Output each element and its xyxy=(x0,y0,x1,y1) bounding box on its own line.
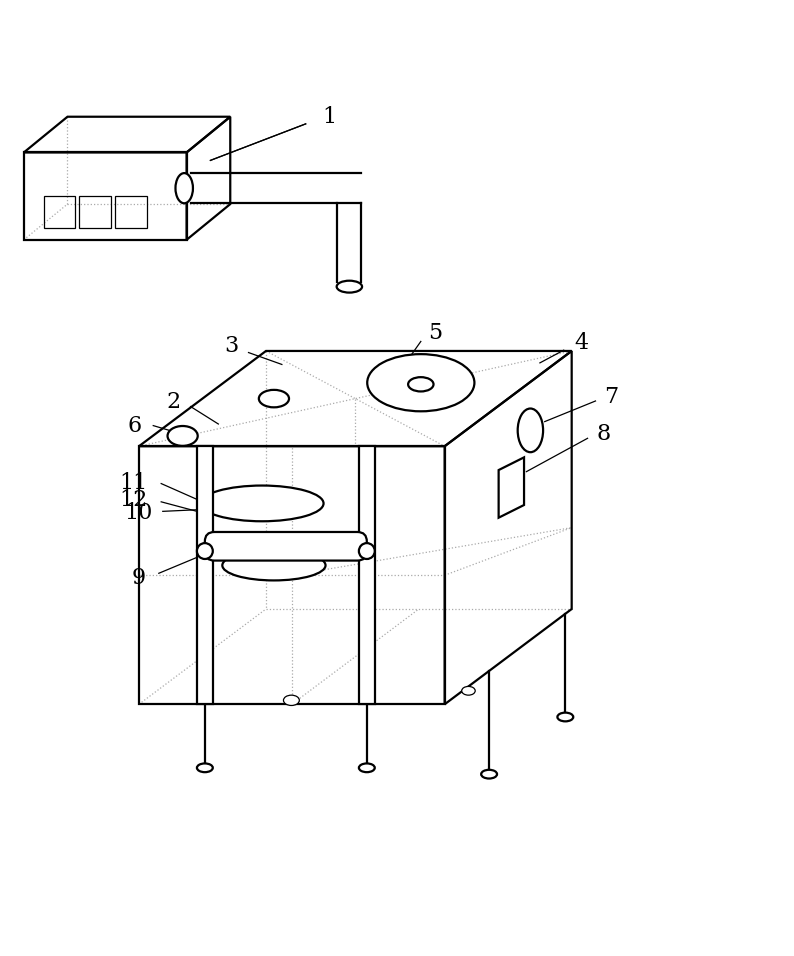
Ellipse shape xyxy=(222,551,326,580)
Ellipse shape xyxy=(200,486,324,521)
Ellipse shape xyxy=(283,695,299,706)
Polygon shape xyxy=(499,457,524,518)
Text: 4: 4 xyxy=(574,332,588,354)
Ellipse shape xyxy=(337,281,362,293)
Text: 11: 11 xyxy=(119,471,148,493)
Ellipse shape xyxy=(359,764,375,772)
Text: 2: 2 xyxy=(166,391,180,413)
Text: 9: 9 xyxy=(132,567,146,589)
Ellipse shape xyxy=(197,764,213,772)
Text: 1: 1 xyxy=(322,106,337,128)
Text: 3: 3 xyxy=(225,336,239,358)
Text: 5: 5 xyxy=(428,322,442,344)
Ellipse shape xyxy=(518,408,543,452)
Text: 8: 8 xyxy=(596,423,611,445)
Polygon shape xyxy=(197,446,213,705)
Ellipse shape xyxy=(461,686,475,695)
Ellipse shape xyxy=(197,543,213,559)
Ellipse shape xyxy=(481,770,497,778)
Polygon shape xyxy=(359,446,375,705)
Ellipse shape xyxy=(259,390,289,407)
Ellipse shape xyxy=(367,354,475,411)
Ellipse shape xyxy=(359,543,375,559)
Text: 6: 6 xyxy=(128,415,142,437)
Text: 12: 12 xyxy=(119,489,148,511)
Ellipse shape xyxy=(557,712,573,722)
Ellipse shape xyxy=(168,426,198,445)
Text: 10: 10 xyxy=(125,502,153,524)
Ellipse shape xyxy=(175,173,193,204)
Text: 7: 7 xyxy=(604,386,619,408)
FancyBboxPatch shape xyxy=(205,532,367,560)
